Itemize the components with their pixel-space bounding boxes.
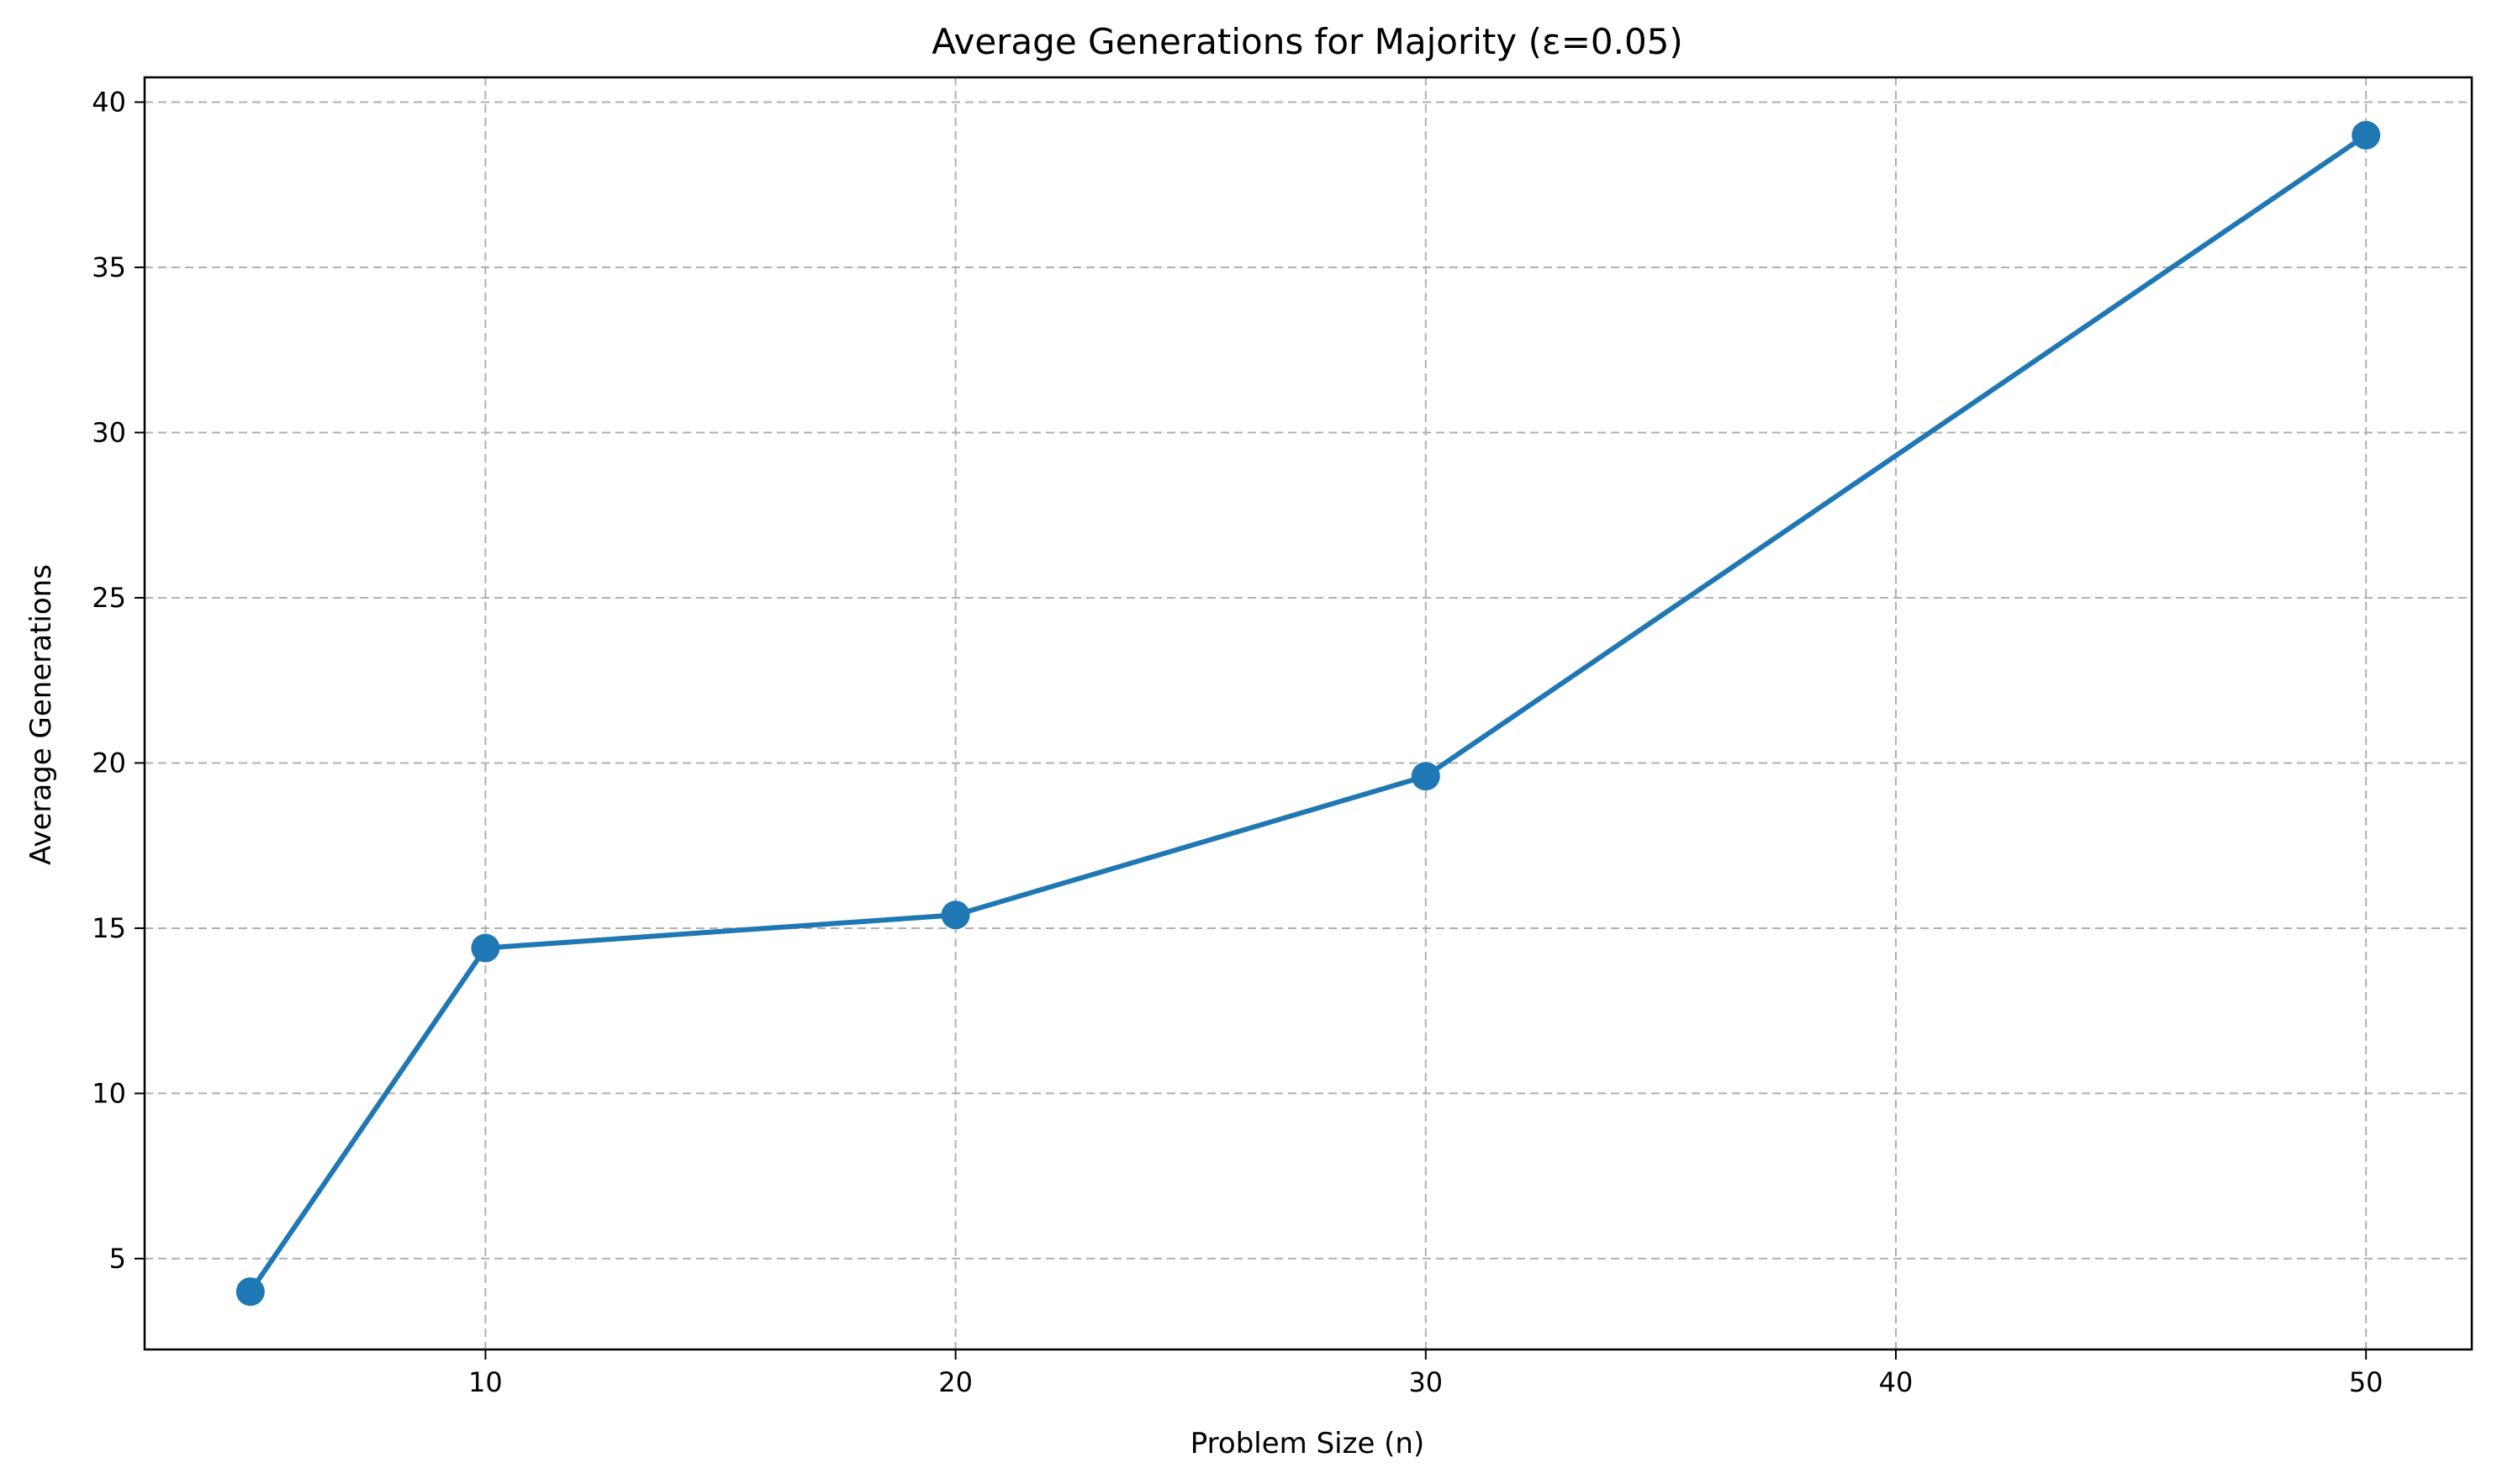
data-point bbox=[471, 933, 500, 963]
y-tick-label: 20 bbox=[92, 747, 126, 779]
data-point bbox=[2352, 120, 2381, 150]
x-axis-label: Problem Size (n) bbox=[1190, 1427, 1425, 1460]
data-point bbox=[235, 1277, 265, 1307]
data-point bbox=[1411, 762, 1440, 791]
y-axis-label: Average Generations bbox=[24, 564, 58, 865]
y-tick-label: 35 bbox=[92, 251, 126, 283]
axes-frame bbox=[143, 76, 2473, 1351]
x-tick-label: 50 bbox=[2349, 1366, 2384, 1398]
y-tick-label: 5 bbox=[109, 1243, 126, 1275]
ticks: 10 20 30 40 50 5 10 15 20 25 30 35 40 bbox=[92, 86, 2383, 1398]
chart-title: Average Generations for Majority (ε=0.05… bbox=[932, 21, 1683, 62]
data-point bbox=[941, 900, 970, 930]
y-tick-label: 30 bbox=[92, 416, 126, 448]
x-tick-label: 10 bbox=[468, 1366, 503, 1398]
y-tick-label: 40 bbox=[92, 86, 126, 118]
x-tick-label: 20 bbox=[938, 1366, 973, 1398]
series-layer bbox=[235, 120, 2381, 1307]
x-tick-label: 40 bbox=[1879, 1366, 1914, 1398]
x-tick-label: 30 bbox=[1408, 1366, 1443, 1398]
grid bbox=[145, 77, 2472, 1349]
y-tick-label: 15 bbox=[92, 912, 126, 944]
y-tick-label: 10 bbox=[92, 1077, 126, 1109]
y-tick-label: 25 bbox=[92, 582, 126, 614]
